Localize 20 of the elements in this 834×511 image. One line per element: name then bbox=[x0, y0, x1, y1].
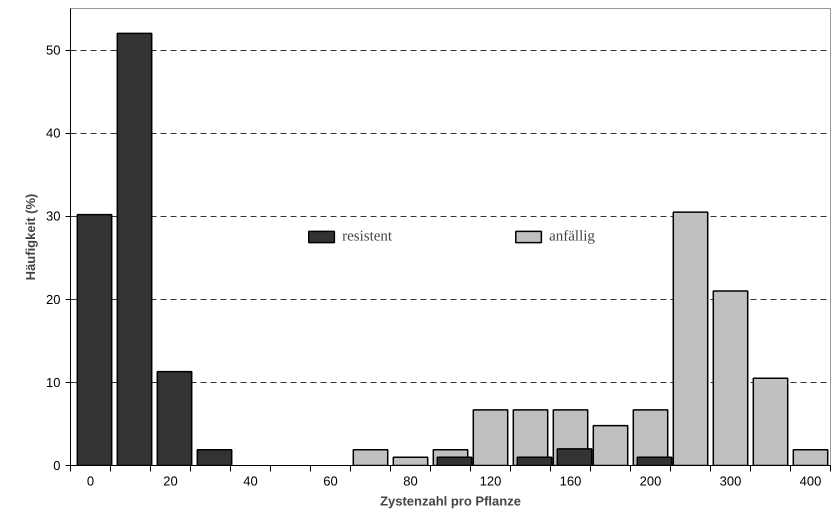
x-tick-label: 0 bbox=[86, 474, 94, 488]
x-tick-label: 160 bbox=[560, 474, 582, 488]
y-tick-label: 50 bbox=[46, 42, 61, 58]
x-tick-label: 120 bbox=[480, 474, 502, 488]
y-tick-label: 10 bbox=[46, 374, 61, 390]
x-tick-label: 20 bbox=[163, 474, 178, 488]
x-tick-label: 200 bbox=[640, 474, 662, 488]
y-tick-label: 20 bbox=[46, 292, 61, 307]
x-tick-label: 40 bbox=[243, 474, 258, 488]
x-tick-label: 80 bbox=[403, 474, 418, 488]
x-tick-label: 300 bbox=[720, 474, 742, 488]
y-tick-label: 30 bbox=[46, 208, 61, 224]
y-axis-title: Häufigkeit (%) bbox=[23, 194, 38, 280]
y-tick-label: 0 bbox=[53, 458, 61, 473]
x-tick-label: 60 bbox=[323, 474, 338, 488]
legend-label: resistent bbox=[342, 228, 392, 245]
x-axis-title: Zystenzahl pro Pflanze bbox=[380, 494, 521, 508]
x-tick-label: 400 bbox=[800, 474, 822, 488]
y-tick-label: 40 bbox=[46, 126, 61, 141]
legend-label: anfällig bbox=[549, 228, 595, 245]
